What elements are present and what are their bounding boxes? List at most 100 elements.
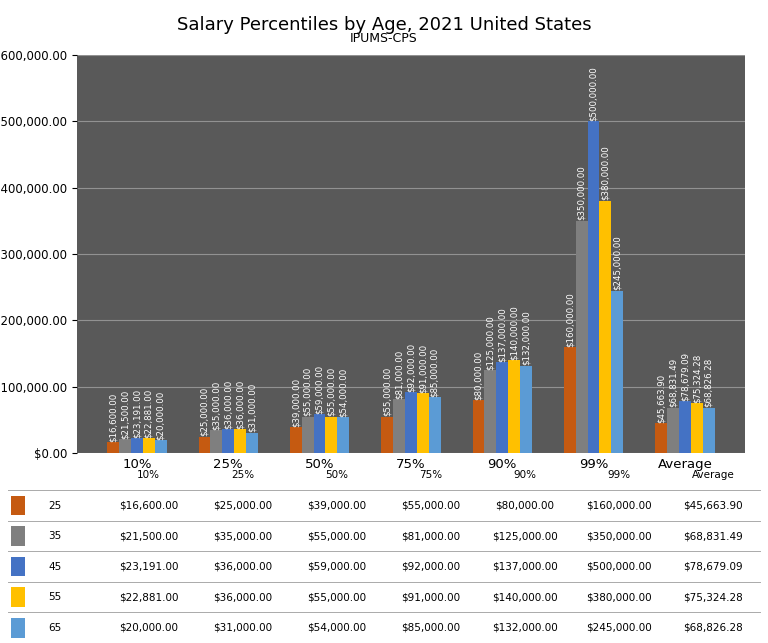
Bar: [198, 437, 210, 453]
Bar: [337, 417, 349, 453]
Text: $85,000.00: $85,000.00: [402, 622, 461, 633]
Text: $140,000.00: $140,000.00: [492, 592, 558, 602]
Text: $380,000.00: $380,000.00: [587, 592, 652, 602]
Text: $75,324.28: $75,324.28: [684, 592, 743, 602]
Text: $35,000.00: $35,000.00: [212, 381, 221, 430]
Text: $160,000.00: $160,000.00: [587, 500, 652, 511]
Text: $78,679.09: $78,679.09: [680, 352, 690, 401]
Text: $36,000.00: $36,000.00: [214, 561, 273, 572]
Text: $54,000.00: $54,000.00: [339, 368, 348, 417]
Text: $140,000.00: $140,000.00: [510, 305, 518, 360]
Bar: [326, 417, 337, 453]
Text: $85,000.00: $85,000.00: [430, 347, 439, 397]
Text: $23,191.00: $23,191.00: [119, 561, 178, 572]
Text: $78,679.09: $78,679.09: [684, 561, 743, 572]
Bar: [679, 401, 691, 453]
Text: $91,000.00: $91,000.00: [419, 343, 427, 392]
Bar: [655, 423, 667, 453]
Text: $55,000.00: $55,000.00: [303, 367, 312, 417]
Text: 50%: 50%: [326, 470, 349, 480]
Text: $20,000.00: $20,000.00: [156, 390, 165, 440]
Bar: [576, 221, 588, 453]
Bar: [234, 430, 246, 453]
Text: $500,000.00: $500,000.00: [587, 561, 652, 572]
Text: Salary Percentiles by Age, 2021 United States: Salary Percentiles by Age, 2021 United S…: [177, 16, 591, 34]
Text: $350,000.00: $350,000.00: [587, 531, 652, 541]
Text: $21,500.00: $21,500.00: [119, 531, 178, 541]
Text: $500,000.00: $500,000.00: [589, 66, 598, 121]
Text: $160,000.00: $160,000.00: [565, 292, 574, 347]
Bar: [600, 201, 611, 453]
Text: $59,000.00: $59,000.00: [315, 365, 324, 414]
Text: 65: 65: [48, 622, 61, 633]
Bar: [12, 557, 25, 576]
Bar: [313, 414, 326, 453]
Bar: [611, 291, 624, 453]
Bar: [108, 442, 119, 453]
Bar: [429, 397, 441, 453]
Text: $45,663.90: $45,663.90: [684, 500, 743, 511]
Text: $380,000.00: $380,000.00: [601, 146, 610, 201]
Text: $31,000.00: $31,000.00: [247, 383, 257, 432]
Text: 75%: 75%: [419, 470, 442, 480]
Text: $80,000.00: $80,000.00: [474, 350, 483, 400]
Bar: [472, 400, 485, 453]
Text: $92,000.00: $92,000.00: [406, 343, 415, 392]
Text: $55,000.00: $55,000.00: [307, 592, 366, 602]
Text: $25,000.00: $25,000.00: [200, 387, 209, 437]
Text: Average: Average: [692, 470, 735, 480]
Text: $132,000.00: $132,000.00: [492, 622, 558, 633]
Text: $31,000.00: $31,000.00: [214, 622, 273, 633]
Text: $125,000.00: $125,000.00: [492, 531, 558, 541]
Text: $23,191.00: $23,191.00: [132, 388, 141, 438]
Bar: [417, 393, 429, 453]
Bar: [12, 618, 25, 637]
Bar: [12, 496, 25, 515]
Bar: [119, 439, 131, 453]
Text: $22,881.00: $22,881.00: [119, 592, 178, 602]
Text: $59,000.00: $59,000.00: [307, 561, 366, 572]
Bar: [143, 438, 154, 453]
Text: $54,000.00: $54,000.00: [307, 622, 366, 633]
Bar: [485, 370, 496, 453]
Text: 10%: 10%: [137, 470, 161, 480]
Text: $75,324.28: $75,324.28: [692, 354, 701, 403]
Text: 55: 55: [48, 592, 61, 602]
Text: $35,000.00: $35,000.00: [214, 531, 273, 541]
Bar: [508, 360, 520, 453]
Bar: [290, 428, 302, 453]
Bar: [131, 438, 143, 453]
Text: 90%: 90%: [514, 470, 537, 480]
Text: $36,000.00: $36,000.00: [236, 380, 244, 429]
Text: $68,831.49: $68,831.49: [684, 531, 743, 541]
Text: $68,831.49: $68,831.49: [668, 358, 677, 407]
Text: $55,000.00: $55,000.00: [327, 367, 336, 417]
Text: $137,000.00: $137,000.00: [492, 561, 558, 572]
Text: $55,000.00: $55,000.00: [402, 500, 461, 511]
Bar: [496, 362, 508, 453]
Text: $36,000.00: $36,000.00: [214, 592, 273, 602]
Bar: [520, 366, 532, 453]
Bar: [588, 121, 600, 453]
Text: IPUMS-CPS: IPUMS-CPS: [350, 32, 418, 45]
Text: $91,000.00: $91,000.00: [402, 592, 461, 602]
Text: $39,000.00: $39,000.00: [291, 378, 300, 427]
Text: 25%: 25%: [231, 470, 254, 480]
Text: $20,000.00: $20,000.00: [119, 622, 178, 633]
Bar: [12, 527, 25, 546]
Bar: [246, 433, 258, 453]
Text: 35: 35: [48, 531, 61, 541]
Bar: [691, 403, 703, 453]
Text: $245,000.00: $245,000.00: [613, 235, 622, 290]
Text: $16,600.00: $16,600.00: [108, 393, 118, 442]
Bar: [381, 417, 393, 453]
Text: $350,000.00: $350,000.00: [578, 166, 586, 221]
Text: $55,000.00: $55,000.00: [307, 531, 366, 541]
Bar: [12, 588, 25, 607]
Bar: [564, 347, 576, 453]
Bar: [222, 430, 234, 453]
Bar: [393, 399, 405, 453]
Text: $80,000.00: $80,000.00: [495, 500, 554, 511]
Bar: [154, 440, 167, 453]
Text: $55,000.00: $55,000.00: [382, 367, 392, 417]
